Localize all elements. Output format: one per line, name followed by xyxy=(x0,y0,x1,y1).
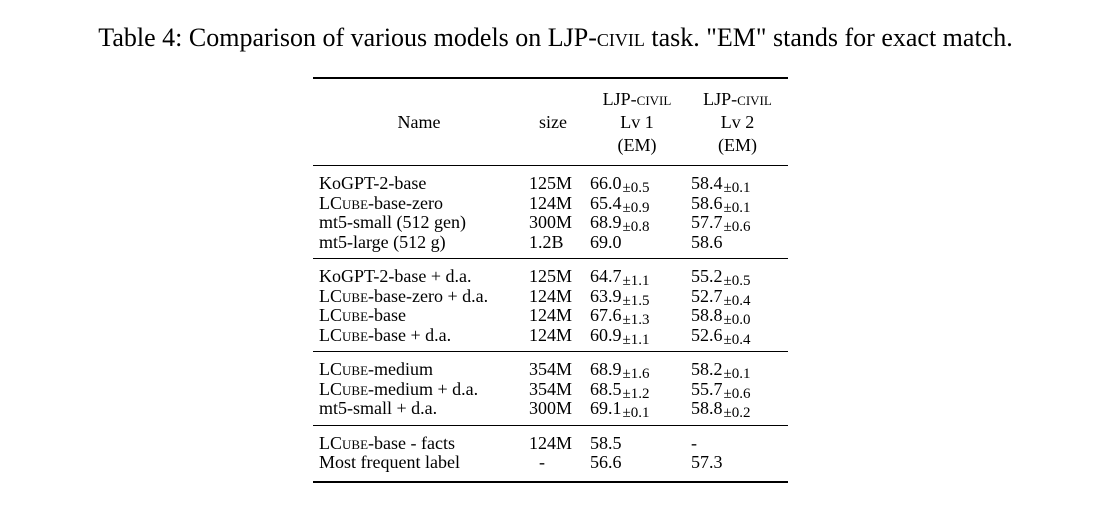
table-header: Name size LJP-civil Lv 1 (EM) LJP-civil … xyxy=(313,79,788,166)
row-size: 354M xyxy=(529,359,573,379)
caption-task-smallcaps: civil xyxy=(596,23,645,52)
table-row: LCube-base-zero + d.a. 124M 63.9±1.5 52.… xyxy=(313,285,788,309)
row-lv2: - xyxy=(691,432,697,453)
row-name: LCube-base-zero + d.a. xyxy=(319,285,489,306)
table-group-4: LCube-base - facts 124M 58.5 - Most freq… xyxy=(313,426,788,481)
row-lv2: 58.4±0.1 xyxy=(691,173,751,196)
row-lv1: 64.7±1.1 xyxy=(590,266,650,289)
header-lv1-line1: LJP-civil xyxy=(602,89,672,109)
header-lv2-line2: Lv 2 xyxy=(720,112,755,132)
table-row: LCube-medium 354M 68.9±1.6 58.2±0.1 xyxy=(313,359,788,382)
row-size: 125M xyxy=(529,173,573,193)
row-lv1: 58.5 xyxy=(590,432,622,453)
row-lv2: 58.2±0.1 xyxy=(691,359,751,382)
row-name: mt5-small + d.a. xyxy=(319,398,438,418)
caption-prefix: Table 4: Comparison of various models on… xyxy=(98,23,597,52)
row-name: LCube-base + d.a. xyxy=(319,324,452,345)
header-size: size xyxy=(539,112,567,132)
table-row: LCube-base + d.a. 124M 60.9±1.1 52.6±0.4 xyxy=(313,324,788,348)
row-name: LCube-base xyxy=(319,305,406,325)
row-size: 124M xyxy=(529,432,573,453)
table-row: LCube-medium + d.a. 354M 68.5±1.2 55.7±0… xyxy=(313,378,788,402)
table-row: mt5-large (512 g) 1.2B 69.0 58.6 xyxy=(313,231,788,253)
table-row: KoGPT-2-base + d.a. 125M 64.7±1.1 55.2±0… xyxy=(313,266,788,289)
row-lv2: 57.3 xyxy=(691,452,723,472)
row-name: LCube-medium xyxy=(319,359,434,379)
row-lv2: 55.2±0.5 xyxy=(691,266,751,289)
table-group-2: KoGPT-2-base + d.a. 125M 64.7±1.1 55.2±0… xyxy=(313,259,788,352)
row-lv1: 67.6±1.3 xyxy=(590,305,650,328)
table-row: mt5-small + d.a. 300M 69.1±0.1 58.8±0.2 xyxy=(313,398,788,421)
table-group-1: KoGPT-2-base 125M 66.0±0.5 58.4±0.1 LCub… xyxy=(313,166,788,259)
row-lv2: 52.7±0.4 xyxy=(691,285,751,309)
header-lv1-line2: Lv 1 xyxy=(620,112,654,132)
row-lv2: 58.6±0.1 xyxy=(691,192,751,216)
row-lv1: 63.9±1.5 xyxy=(590,285,650,309)
table-caption: Table 4: Comparison of various models on… xyxy=(0,22,1111,54)
results-table: Name size LJP-civil Lv 1 (EM) LJP-civil … xyxy=(313,77,788,483)
row-size: 124M xyxy=(529,324,573,345)
row-size: 1.2B xyxy=(529,231,564,252)
row-size: 124M xyxy=(529,285,573,306)
header-lv2-line3: (EM) xyxy=(718,135,757,155)
row-name: KoGPT-2-base + d.a. xyxy=(319,266,472,286)
header-lv1: LJP-civil Lv 1 (EM) xyxy=(587,88,687,157)
row-lv1: 65.4±0.9 xyxy=(590,192,650,216)
row-name: mt5-small (512 gen) xyxy=(319,212,466,232)
row-name: LCube-medium + d.a. xyxy=(319,378,479,399)
row-name: LCube-base - facts xyxy=(319,432,455,453)
header-name: Name xyxy=(397,112,441,132)
row-lv2: 58.8±0.2 xyxy=(691,398,751,421)
row-lv1: 56.6 xyxy=(590,452,622,472)
row-size: 125M xyxy=(529,266,573,286)
row-lv1: 69.1±0.1 xyxy=(590,398,650,421)
row-lv2: 58.8±0.0 xyxy=(691,305,751,328)
caption-suffix: task. "EM" stands for exact match. xyxy=(644,23,1013,52)
row-name: Most frequent label xyxy=(319,452,460,472)
row-lv1: 60.9±1.1 xyxy=(590,324,650,348)
row-lv2: 57.7±0.6 xyxy=(691,212,751,235)
row-size: 124M xyxy=(529,192,573,213)
table-row: Most frequent label - 56.6 57.3 xyxy=(313,452,788,473)
row-lv2: 52.6±0.4 xyxy=(691,324,751,348)
header-lv2: LJP-civil Lv 2 (EM) xyxy=(687,88,788,157)
row-lv1: 68.9±1.6 xyxy=(590,359,650,382)
row-lv1: 68.5±1.2 xyxy=(590,378,650,402)
row-lv2: 55.7±0.6 xyxy=(691,378,751,402)
table-row: LCube-base 124M 67.6±1.3 58.8±0.0 xyxy=(313,305,788,328)
row-name: LCube-base-zero xyxy=(319,192,443,213)
table-row: LCube-base-zero 124M 65.4±0.9 58.6±0.1 xyxy=(313,192,788,216)
row-size: 124M xyxy=(529,305,573,325)
row-name: mt5-large (512 g) xyxy=(319,231,446,252)
table-row: mt5-small (512 gen) 300M 68.9±0.8 57.7±0… xyxy=(313,212,788,235)
row-name: KoGPT-2-base xyxy=(319,173,427,193)
table-row: LCube-base - facts 124M 58.5 - xyxy=(313,432,788,454)
row-lv1: 68.9±0.8 xyxy=(590,212,650,235)
row-lv1: 69.0 xyxy=(590,231,622,252)
row-size: - xyxy=(539,452,545,472)
row-size: 300M xyxy=(529,398,573,418)
header-lv1-line3: (EM) xyxy=(617,135,657,155)
table-row: KoGPT-2-base 125M 66.0±0.5 58.4±0.1 xyxy=(313,173,788,196)
row-lv2: 58.6 xyxy=(691,231,723,252)
header-lv2-line1: LJP-civil xyxy=(703,89,772,109)
table-group-3: LCube-medium 354M 68.9±1.6 58.2±0.1 LCub… xyxy=(313,352,788,426)
row-size: 354M xyxy=(529,378,573,399)
row-size: 300M xyxy=(529,212,573,232)
row-lv1: 66.0±0.5 xyxy=(590,173,650,196)
